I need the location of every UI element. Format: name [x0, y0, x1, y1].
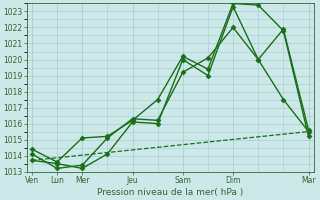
X-axis label: Pression niveau de la mer( hPa ): Pression niveau de la mer( hPa ): [97, 188, 243, 197]
